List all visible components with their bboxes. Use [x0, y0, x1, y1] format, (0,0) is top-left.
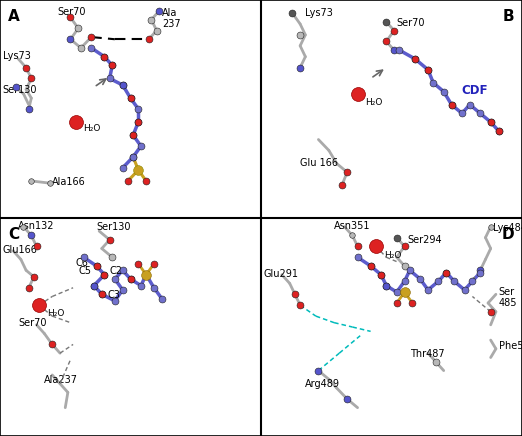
Text: Ala166: Ala166: [52, 177, 86, 187]
Text: Ser70: Ser70: [18, 318, 47, 327]
Text: Lys73: Lys73: [3, 51, 30, 61]
Text: C2: C2: [110, 266, 123, 276]
Text: Lys484: Lys484: [493, 223, 522, 233]
Text: Ser70: Ser70: [397, 18, 425, 28]
Text: Ala237: Ala237: [44, 375, 78, 385]
Text: Ser130: Ser130: [97, 222, 131, 232]
Text: H₂O: H₂O: [84, 124, 101, 133]
Text: Asn351: Asn351: [334, 221, 371, 231]
Text: Phe533: Phe533: [499, 341, 522, 351]
Text: Ser294: Ser294: [407, 235, 442, 245]
Text: B: B: [503, 9, 514, 24]
Text: Lys73: Lys73: [305, 8, 333, 18]
Text: Ser70: Ser70: [57, 7, 86, 17]
Text: Arg489: Arg489: [305, 379, 340, 388]
Text: Thr487: Thr487: [410, 349, 444, 359]
Text: Asn132: Asn132: [18, 221, 55, 231]
Text: Glu291: Glu291: [264, 269, 299, 279]
Text: C3: C3: [107, 290, 120, 300]
Text: C6: C6: [76, 258, 89, 268]
Text: Glu 166: Glu 166: [300, 159, 338, 168]
Text: H₂O: H₂O: [365, 98, 383, 107]
Text: Glu166: Glu166: [3, 245, 38, 255]
Text: H₂O: H₂O: [384, 251, 401, 259]
Text: CDF: CDF: [462, 84, 488, 97]
Text: C5: C5: [78, 266, 91, 276]
Text: A: A: [8, 9, 20, 24]
Text: D: D: [502, 227, 514, 242]
Text: C: C: [8, 227, 19, 242]
Text: Ser130: Ser130: [3, 85, 37, 95]
Text: H₂O: H₂O: [47, 310, 64, 318]
Text: Ser
485: Ser 485: [499, 287, 517, 308]
Text: Ala
237: Ala 237: [162, 8, 181, 29]
